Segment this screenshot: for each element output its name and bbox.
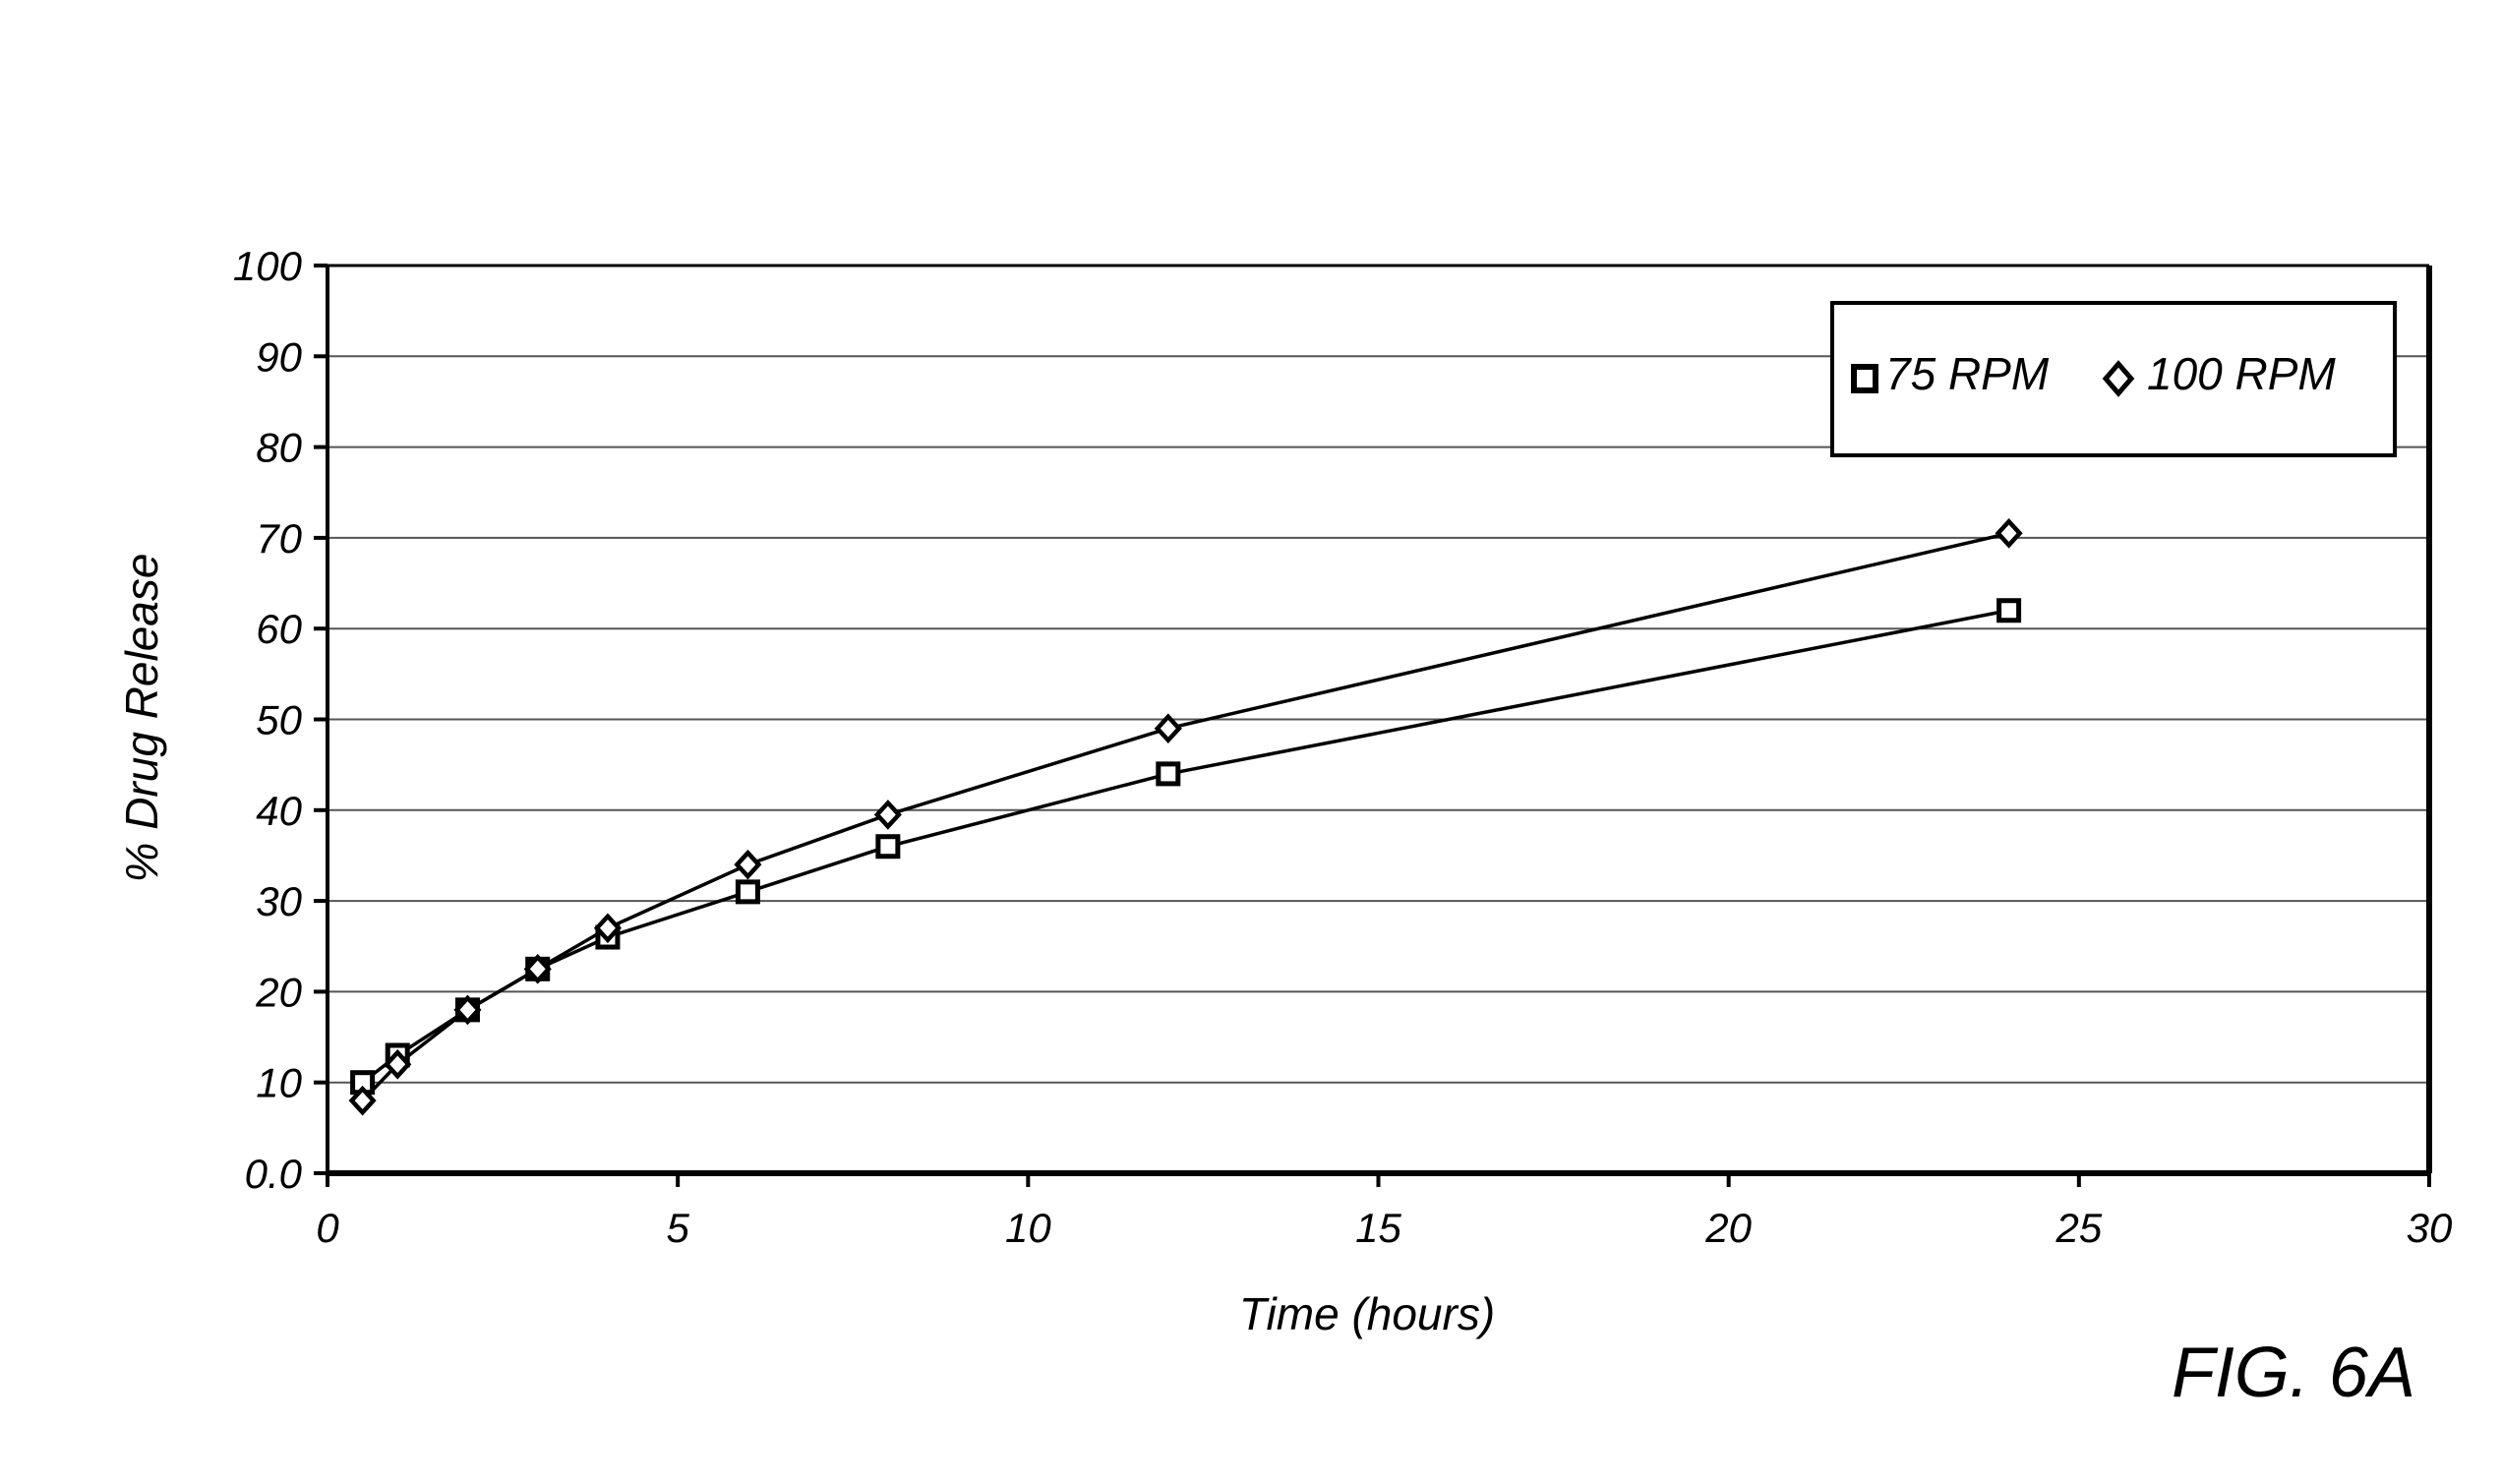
y-tick-label: 60 (256, 606, 302, 652)
y-axis-title: % Drug Release (116, 554, 167, 883)
y-tick-label: 70 (256, 515, 302, 562)
y-tick-label: 40 (256, 788, 302, 834)
y-tick-label: 10 (256, 1060, 302, 1106)
data-point-75rpm (738, 882, 757, 902)
y-tick-labels: 0.0 10 20 30 40 50 60 70 80 90 100 (233, 243, 303, 1197)
y-tick-label: 50 (256, 697, 302, 743)
x-tick-label: 15 (1355, 1205, 1401, 1251)
y-tick-label: 100 (233, 243, 303, 289)
data-point-100rpm (877, 802, 899, 826)
legend-75rpm-marker (1854, 367, 1876, 390)
y-tick-label: 30 (256, 878, 302, 924)
x-tick-label: 30 (2407, 1205, 2453, 1251)
legend-75rpm-label: 75 RPM (1885, 348, 2050, 399)
series-line-100rpm (363, 533, 2009, 1100)
y-tick-label: 0.0 (245, 1151, 303, 1197)
x-tick-label: 5 (666, 1205, 689, 1251)
data-point-75rpm (1159, 764, 1178, 784)
y-tick-label: 20 (255, 969, 302, 1015)
legend-100rpm-label: 100 RPM (2147, 348, 2336, 399)
figure-label: FIG. 6A (2172, 1334, 2415, 1412)
x-tick-label: 0 (316, 1205, 339, 1251)
data-point-100rpm (1998, 521, 2020, 545)
x-tick-label: 10 (1005, 1205, 1051, 1251)
x-axis-title: Time (hours) (1239, 1288, 1495, 1339)
data-point-100rpm (737, 853, 758, 876)
x-tick-label: 20 (1704, 1205, 1752, 1251)
series-line-75rpm (363, 611, 2009, 1083)
y-tick-label: 90 (256, 333, 302, 380)
data-point-75rpm (878, 837, 898, 857)
x-tick-label: 25 (2055, 1205, 2102, 1251)
series-100rpm (352, 521, 2020, 1112)
data-point-75rpm (1999, 601, 2019, 621)
x-tick-labels: 0 5 10 15 20 25 30 (316, 1205, 2453, 1251)
series-75rpm (353, 601, 2019, 1093)
y-tick-label: 80 (256, 425, 302, 471)
series-group (352, 521, 2020, 1112)
legend: 75 RPM 100 RPM (1832, 303, 2395, 455)
